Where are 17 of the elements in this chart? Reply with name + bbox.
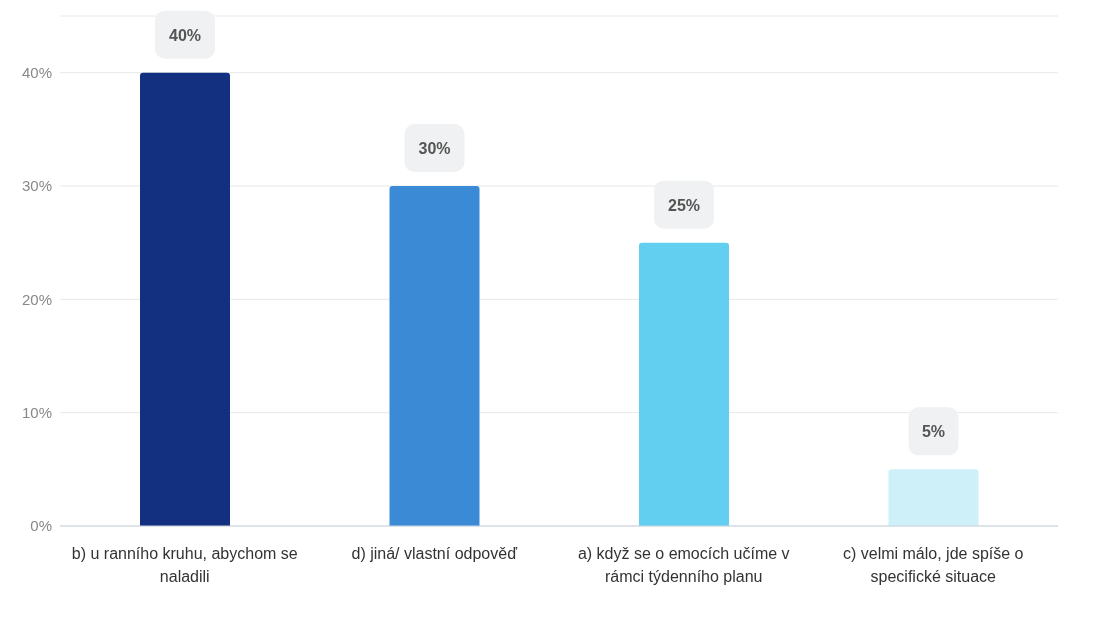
- data-label: 25%: [667, 196, 701, 214]
- x-tick-label: a) když se o emocích učíme v rámci týdenního planu: [577, 545, 790, 586]
- data-label: 40%: [168, 26, 202, 44]
- y-tick-label: 0%: [30, 517, 52, 535]
- y-tick-label: 40%: [21, 63, 52, 81]
- data-label: 30%: [418, 140, 451, 157]
- bar: [639, 242, 729, 526]
- data-label: 5%: [921, 423, 946, 441]
- x-tick-label: b) u ranního kruhu, abychom se naladili: [71, 545, 298, 586]
- bar: [389, 186, 480, 526]
- x-tick-label: d) jiná/ vlastní odpověď: [351, 545, 518, 563]
- y-tick-label: 20%: [21, 290, 52, 308]
- x-tick-label: c) velmi málo, jde spíše o specifické situace: [842, 545, 1024, 586]
- bar: [140, 72, 230, 526]
- y-tick-label: 30%: [21, 177, 52, 195]
- y-tick-label: 10%: [21, 403, 52, 421]
- bar: [888, 469, 979, 526]
